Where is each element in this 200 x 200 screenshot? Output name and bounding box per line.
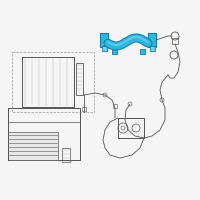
Bar [62, 148, 70, 162]
Bar [76, 63, 83, 95]
Bar [12, 52, 94, 112]
Bar [113, 104, 117, 108]
Bar [102, 46, 107, 51]
Bar [8, 132, 58, 160]
Bar [22, 57, 74, 107]
Bar [140, 49, 145, 54]
Bar [82, 107, 86, 111]
Bar [118, 118, 144, 138]
Bar [148, 33, 156, 47]
Bar [100, 33, 108, 47]
Bar [112, 49, 117, 54]
Bar [8, 108, 80, 160]
Bar [172, 38, 178, 44]
Bar [150, 46, 155, 51]
